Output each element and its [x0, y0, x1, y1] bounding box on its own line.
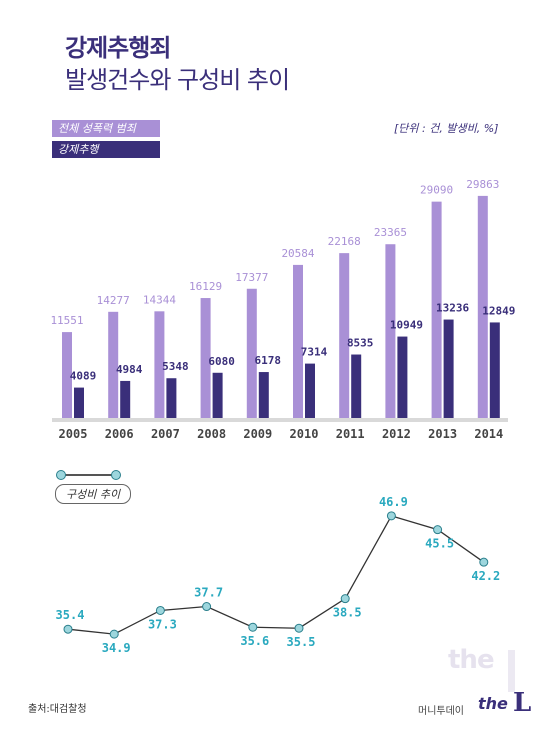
data-label-rape: 8535	[347, 337, 374, 350]
bar-rape	[489, 322, 500, 418]
watermark-logo-bar	[508, 650, 515, 692]
bar-rape	[166, 378, 177, 418]
bar-rape	[120, 380, 131, 418]
ratio-point	[155, 605, 165, 615]
ratio-point	[294, 623, 304, 633]
bar-rape	[305, 363, 315, 418]
brand-logo-text: the	[478, 694, 508, 713]
data-label-rape: 12849	[482, 304, 515, 317]
ratio-point	[340, 594, 350, 604]
ratio-data-label: 35.6	[240, 634, 269, 648]
ratio-data-label: 38.5	[333, 606, 362, 620]
ratio-point	[433, 525, 443, 535]
ratio-point	[248, 622, 258, 632]
ratio-data-label: 35.5	[287, 635, 316, 649]
data-label-rape: 13236	[436, 302, 469, 315]
data-label-rape: 6080	[208, 355, 235, 368]
bar-total	[431, 201, 442, 418]
data-label-rape: 7314	[301, 346, 328, 359]
ratio-data-label: 46.9	[379, 495, 408, 509]
data-label-total: 20584	[281, 247, 314, 260]
data-label-rape: 6178	[255, 354, 282, 367]
x-tick-label: 2005	[59, 427, 88, 441]
ratio-legend-dot-left	[56, 470, 66, 480]
ratio-point	[386, 511, 396, 521]
unit-label: [단위 : 건, 발생비, %]	[394, 122, 499, 135]
ratio-data-label: 45.5	[425, 537, 454, 551]
bar-total	[477, 195, 488, 418]
chart-title: 강제추행죄	[65, 34, 171, 62]
ratio-legend-label: 구성비 추이	[55, 484, 132, 504]
ratio-legend-dot-right	[111, 470, 121, 480]
bar-total	[246, 288, 257, 418]
bar-rape	[351, 354, 362, 418]
bar-total	[200, 298, 211, 418]
x-tick-label: 2009	[243, 427, 272, 441]
ratio-point	[202, 602, 212, 612]
bar-rape	[212, 372, 223, 418]
data-label-rape: 5348	[162, 360, 189, 373]
x-tick-label: 2010	[290, 427, 319, 441]
data-label-total: 16129	[189, 280, 222, 293]
data-label-rape: 4984	[116, 363, 143, 376]
bar-rape	[397, 336, 408, 418]
ratio-point	[479, 557, 489, 567]
bar-rape	[74, 387, 84, 418]
x-tick-label: 2007	[151, 427, 180, 441]
x-tick-label: 2014	[474, 427, 503, 441]
bar-total	[293, 264, 303, 418]
data-label-total: 11551	[50, 314, 83, 327]
brand-logo-l: L	[513, 688, 532, 718]
legend-rape: 강제추행	[52, 141, 160, 158]
data-label-total: 29863	[466, 178, 499, 191]
ratio-data-label: 37.3	[148, 617, 177, 631]
ratio-data-label: 34.9	[102, 641, 131, 655]
ratio-data-label: 35.4	[56, 608, 85, 622]
x-tick-label: 2013	[428, 427, 457, 441]
bar-total	[385, 244, 396, 418]
brand-text: 머니투데이	[418, 706, 464, 717]
data-label-rape: 4089	[70, 370, 97, 383]
bar-total	[339, 253, 350, 418]
ratio-point	[109, 629, 119, 639]
ratio-data-label: 37.7	[194, 586, 223, 600]
x-tick-label: 2011	[336, 427, 365, 441]
x-tick-label: 2008	[197, 427, 226, 441]
chart-subtitle: 발생건수와 구성비 추이	[65, 66, 290, 94]
data-label-rape: 10949	[390, 319, 423, 332]
bar-total	[62, 332, 72, 418]
x-tick-label: 2006	[105, 427, 134, 441]
data-label-total: 14344	[143, 293, 176, 306]
data-label-total: 17377	[235, 271, 268, 284]
data-label-total: 29090	[420, 184, 453, 197]
data-label-total: 14277	[97, 294, 130, 307]
source-text: 출처:대검찰청	[28, 704, 87, 715]
watermark-logo: the	[448, 645, 495, 675]
bar-total	[108, 311, 119, 418]
data-label-total: 22168	[328, 235, 361, 248]
bar-rape	[443, 319, 454, 418]
data-label-total: 23365	[374, 226, 407, 239]
x-tick-label: 2012	[382, 427, 411, 441]
ratio-data-label: 42.2	[471, 569, 500, 583]
ratio-line	[67, 515, 485, 635]
legend-total: 전체 성폭력 범죄	[52, 120, 160, 137]
bar-rape	[258, 372, 269, 418]
axis-baseline	[52, 418, 508, 422]
bar-total	[154, 311, 165, 418]
ratio-point	[63, 624, 73, 634]
ratio-legend-line	[60, 474, 116, 476]
